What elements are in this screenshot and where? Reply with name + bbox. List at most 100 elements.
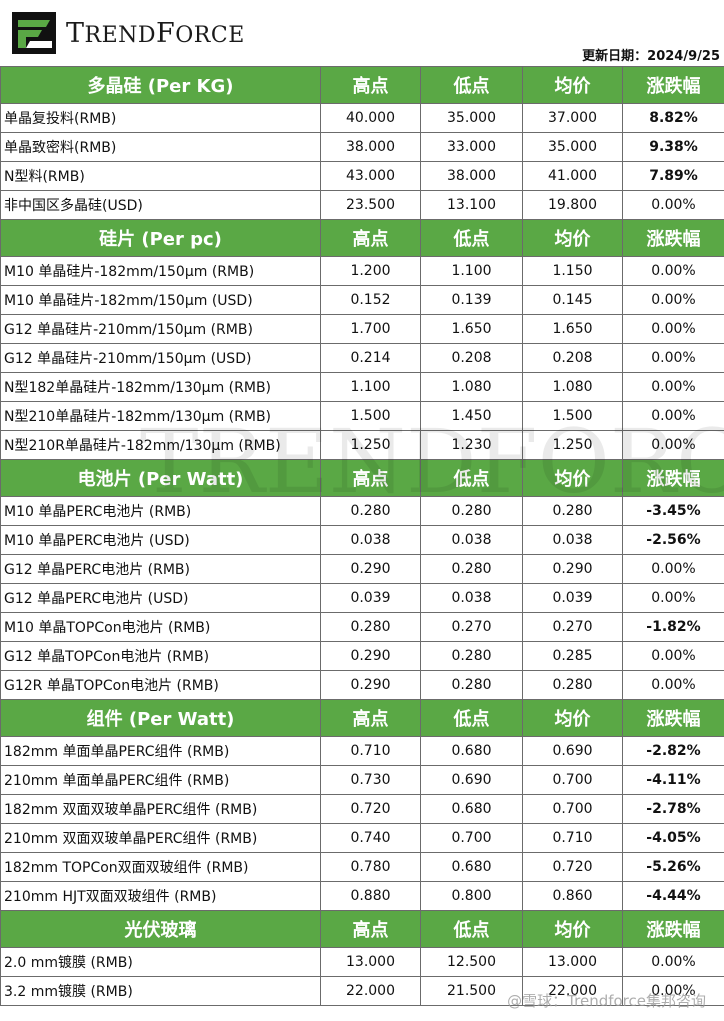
table-row: M10 单晶PERC电池片 (RMB) 0.280 0.280 0.280 -3.45% (0, 496, 724, 526)
price-avg: 37.000 (522, 103, 623, 133)
price-high: 23.500 (320, 190, 421, 220)
product-name: N型料(RMB) (0, 161, 321, 191)
table-row: 210mm HJT双面双玻组件 (RMB) 0.880 0.800 0.860 -4.4… (0, 881, 724, 911)
price-avg: 0.700 (522, 765, 623, 795)
product-name: 210mm 双面双玻单晶PERC组件 (RMB) (0, 823, 321, 853)
table-row: G12 单晶PERC电池片 (RMB) 0.290 0.280 0.290 0.00% (0, 554, 724, 584)
price-low: 13.100 (420, 190, 523, 220)
price-low: 1.100 (420, 256, 523, 286)
product-name: G12 单晶硅片-210mm/150μm (RMB) (0, 314, 321, 344)
section-title: 光伏玻璃 (0, 910, 321, 948)
price-avg: 22.000 (522, 976, 623, 1006)
price-low: 38.000 (420, 161, 523, 191)
product-name: 单晶复投料(RMB) (0, 103, 321, 133)
price-low: 33.000 (420, 132, 523, 162)
price-avg: 0.270 (522, 612, 623, 642)
product-name: G12R 单晶TOPCon电池片 (RMB) (0, 670, 321, 700)
price-avg: 1.500 (522, 401, 623, 431)
column-header: 低点 (420, 699, 523, 737)
price-low: 0.690 (420, 765, 523, 795)
price-avg: 1.150 (522, 256, 623, 286)
price-avg: 19.800 (522, 190, 623, 220)
product-name: N型210单晶硅片-182mm/130μm (RMB) (0, 401, 321, 431)
column-header: 均价 (522, 219, 623, 257)
price-high: 0.152 (320, 285, 421, 315)
price-high: 0.039 (320, 583, 421, 613)
price-avg: 0.690 (522, 736, 623, 766)
price-low: 0.280 (420, 496, 523, 526)
price-high: 0.880 (320, 881, 421, 911)
price-avg: 0.280 (522, 496, 623, 526)
column-header: 均价 (522, 459, 623, 497)
price-low: 0.680 (420, 852, 523, 882)
price-high: 0.740 (320, 823, 421, 853)
change-percent: 0.00% (622, 976, 724, 1006)
section-title: 组件 (Per Watt) (0, 699, 321, 737)
column-header: 涨跌幅 (622, 66, 724, 104)
price-avg: 0.290 (522, 554, 623, 584)
change-percent: -1.82% (622, 612, 724, 642)
product-name: 非中国区多晶硅(USD) (0, 190, 321, 220)
footer-watermark: @雪球：Trendforce集邦咨询 (507, 992, 706, 1010)
price-low: 1.650 (420, 314, 523, 344)
price-high: 22.000 (320, 976, 421, 1006)
price-avg: 0.280 (522, 670, 623, 700)
column-header: 涨跌幅 (622, 699, 724, 737)
change-percent: 0.00% (622, 285, 724, 315)
table-row: N型料(RMB) 43.000 38.000 41.000 7.89% (0, 161, 724, 191)
table-row: 单晶致密料(RMB) 38.000 33.000 35.000 9.38% (0, 132, 724, 162)
price-low: 0.139 (420, 285, 523, 315)
column-header: 低点 (420, 219, 523, 257)
price-high: 0.290 (320, 641, 421, 671)
change-percent: -3.45% (622, 496, 724, 526)
update-date: 更新日期：2024/9/25 (582, 49, 720, 64)
product-name: G12 单晶PERC电池片 (RMB) (0, 554, 321, 584)
product-name: 182mm TOPCon双面双玻组件 (RMB) (0, 852, 321, 882)
price-low: 0.270 (420, 612, 523, 642)
table-row: M10 单晶硅片-182mm/150μm (USD) 0.152 0.139 0.14… (0, 285, 724, 315)
change-percent: 7.89% (622, 161, 724, 191)
price-low: 1.450 (420, 401, 523, 431)
column-header: 低点 (420, 66, 523, 104)
product-name: M10 单晶硅片-182mm/150μm (USD) (0, 285, 321, 315)
price-high: 1.100 (320, 372, 421, 402)
price-high: 1.700 (320, 314, 421, 344)
section-header: 组件 (Per Watt) 高点 低点 均价 涨跌幅 (0, 699, 724, 737)
price-avg: 35.000 (522, 132, 623, 162)
table-row: 182mm 双面双玻单晶PERC组件 (RMB) 0.720 0.680 0.700-… (0, 794, 724, 824)
price-avg: 0.039 (522, 583, 623, 613)
change-percent: 0.00% (622, 641, 724, 671)
price-low: 1.080 (420, 372, 523, 402)
price-low: 0.800 (420, 881, 523, 911)
table-row: 210mm 双面双玻单晶PERC组件 (RMB) 0.740 0.700 0.710-… (0, 823, 724, 853)
change-percent: 0.00% (622, 554, 724, 584)
page-header: TRENDFORCE 更新日期：2024/9/25 (0, 0, 724, 66)
product-name: 182mm 双面双玻单晶PERC组件 (RMB) (0, 794, 321, 824)
price-high: 1.500 (320, 401, 421, 431)
change-percent: 9.38% (622, 132, 724, 162)
table-row: N型210单晶硅片-182mm/130μm (RMB) 1.500 1.450 1.5… (0, 401, 724, 431)
table-row: 210mm 单面单晶PERC组件 (RMB) 0.730 0.690 0.700 -4.… (0, 765, 724, 795)
section-header: 硅片 (Per pc) 高点 低点 均价 涨跌幅 (0, 219, 724, 257)
table-row: G12 单晶TOPCon电池片 (RMB) 0.290 0.280 0.285 0.00… (0, 641, 724, 671)
price-high: 0.038 (320, 525, 421, 555)
trendforce-logo-icon (12, 12, 56, 54)
price-high: 1.200 (320, 256, 421, 286)
product-name: M10 单晶硅片-182mm/150μm (RMB) (0, 256, 321, 286)
table-row: M10 单晶硅片-182mm/150μm (RMB) 1.200 1.100 1.15… (0, 256, 724, 286)
price-high: 1.250 (320, 430, 421, 460)
price-low: 21.500 (420, 976, 523, 1006)
price-low: 0.280 (420, 670, 523, 700)
change-percent: 0.00% (622, 372, 724, 402)
price-avg: 13.000 (522, 947, 623, 977)
price-avg: 0.038 (522, 525, 623, 555)
price-low: 0.038 (420, 583, 523, 613)
product-name: 3.2 mm镀膜 (RMB) (0, 976, 321, 1006)
price-avg: 1.650 (522, 314, 623, 344)
price-low: 0.038 (420, 525, 523, 555)
change-percent: -4.05% (622, 823, 724, 853)
table-row: G12 单晶PERC电池片 (USD) 0.039 0.038 0.039 0.00% (0, 583, 724, 613)
price-low: 35.000 (420, 103, 523, 133)
product-name: M10 单晶PERC电池片 (RMB) (0, 496, 321, 526)
table-row: M10 单晶TOPCon电池片 (RMB) 0.280 0.270 0.270 -1.8… (0, 612, 724, 642)
